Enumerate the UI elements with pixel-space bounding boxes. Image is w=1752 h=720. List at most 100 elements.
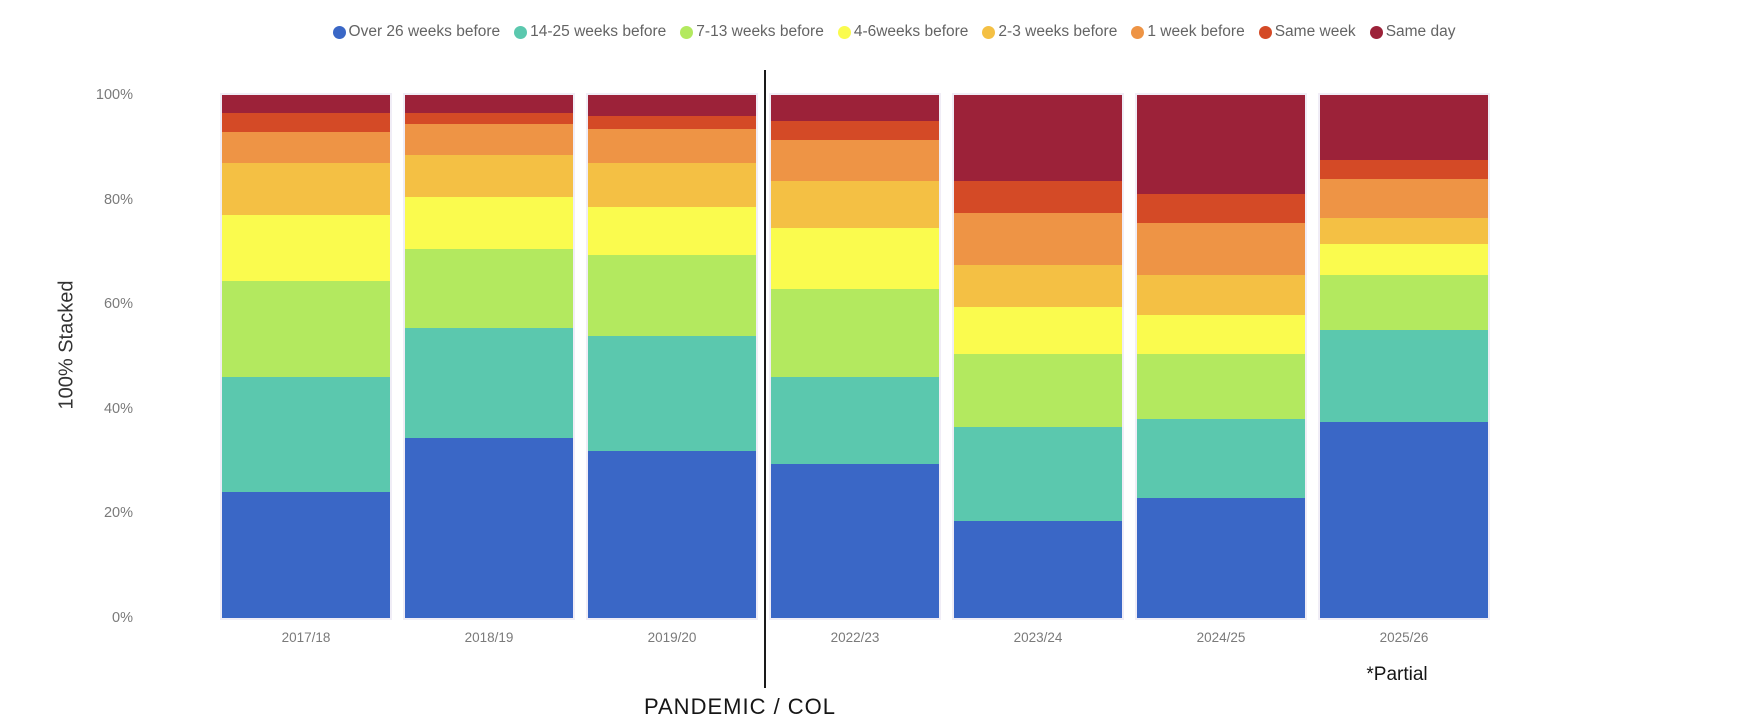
legend-swatch-icon xyxy=(680,25,694,39)
x-category-label: 2019/20 xyxy=(647,630,697,645)
bar-segment[interactable] xyxy=(954,181,1122,213)
x-category-label: 2022/23 xyxy=(830,630,880,645)
bar-segment[interactable] xyxy=(588,335,756,451)
bar-segment[interactable] xyxy=(222,215,390,281)
bar-segment[interactable] xyxy=(771,181,939,229)
bar-segment[interactable] xyxy=(771,288,939,378)
bar-segment[interactable] xyxy=(771,139,939,182)
legend-item-4[interactable]: 2-3 weeks before xyxy=(982,23,1117,41)
bar-segment[interactable] xyxy=(1137,95,1305,195)
bar-segment[interactable] xyxy=(954,427,1122,522)
bar-segment[interactable] xyxy=(1137,353,1305,420)
legend-swatch-icon xyxy=(837,25,851,39)
y-tick-label: 80% xyxy=(103,191,133,208)
bar-segment[interactable] xyxy=(1320,217,1488,245)
bar-segment[interactable] xyxy=(405,327,573,438)
bar-segment[interactable] xyxy=(405,155,573,198)
bar-segment[interactable] xyxy=(954,353,1122,428)
legend-item-label: 2-3 weeks before xyxy=(998,23,1118,40)
bar-segment[interactable] xyxy=(405,197,573,250)
bar-segment[interactable] xyxy=(1320,95,1488,161)
stacked-bar-2022/23 xyxy=(771,95,939,618)
chart-legend: Over 26 weeks before 14-25 weeks before 7-… xyxy=(0,20,1752,44)
x-category-label: 2018/19 xyxy=(464,630,514,645)
stacked-bar-2019/20 xyxy=(588,95,756,618)
bar-segment[interactable] xyxy=(1320,160,1488,179)
bar-segment[interactable] xyxy=(405,123,573,156)
legend-swatch-icon xyxy=(982,25,996,39)
bar-segment[interactable] xyxy=(1137,275,1305,315)
bar-segment[interactable] xyxy=(405,95,573,114)
bar-segment[interactable] xyxy=(1320,244,1488,276)
bar-segment[interactable] xyxy=(1137,314,1305,354)
bar-segment[interactable] xyxy=(222,280,390,378)
legend-item-5[interactable]: 1 week before xyxy=(1131,23,1245,41)
legend-item-label: 14-25 weeks before xyxy=(530,23,667,40)
y-tick-label: 0% xyxy=(112,610,133,626)
stacked-bar-2025/26 xyxy=(1320,95,1488,618)
bar-segment[interactable] xyxy=(222,163,390,216)
pandemic-col-annotation: PANDEMIC / COL xyxy=(643,694,837,719)
bar-segment[interactable] xyxy=(1320,275,1488,331)
pandemic-divider-line xyxy=(764,70,766,688)
legend-swatch-icon xyxy=(332,25,346,39)
x-category-label: 2023/24 xyxy=(1013,630,1063,645)
bar-segment[interactable] xyxy=(222,95,390,114)
bar-segment[interactable] xyxy=(405,249,573,328)
legend-item-0[interactable]: Over 26 weeks before xyxy=(332,23,501,41)
legend-item-label: 4-6weeks before xyxy=(853,23,969,40)
stacked-bar-2017/18 xyxy=(222,95,390,618)
partial-data-annotation: *Partial xyxy=(1366,664,1428,685)
y-tick-label: 60% xyxy=(103,296,133,313)
bar-segment[interactable] xyxy=(1137,497,1305,618)
legend-swatch-icon xyxy=(1131,25,1145,39)
bar-segment[interactable] xyxy=(1137,223,1305,276)
bar-segment[interactable] xyxy=(588,129,756,164)
bar-segment[interactable] xyxy=(1320,330,1488,422)
y-tick-label: 40% xyxy=(103,400,133,417)
bar-segment[interactable] xyxy=(954,212,1122,266)
bar-segment[interactable] xyxy=(771,377,939,464)
bar-segment[interactable] xyxy=(1137,194,1305,224)
bar-segment[interactable] xyxy=(222,492,390,618)
legend-item-7[interactable]: Same day xyxy=(1369,23,1456,41)
plot-area xyxy=(222,95,1488,618)
bar-segment[interactable] xyxy=(222,131,390,164)
legend-item-2[interactable]: 7-13 weeks before xyxy=(680,23,824,41)
bar-segment[interactable] xyxy=(405,437,573,618)
bar-segment[interactable] xyxy=(1320,421,1488,618)
stacked-bar-2023/24 xyxy=(954,95,1122,618)
bar-segment[interactable] xyxy=(954,521,1122,618)
legend-item-label: Over 26 weeks before xyxy=(348,23,501,40)
bar-segment[interactable] xyxy=(771,463,939,618)
legend-item-3[interactable]: 4-6weeks before xyxy=(837,23,969,41)
x-category-label: 2017/18 xyxy=(281,630,331,645)
bar-segment[interactable] xyxy=(1320,178,1488,218)
x-category-label: 2024/25 xyxy=(1196,630,1246,645)
bar-segment[interactable] xyxy=(771,228,939,289)
legend-swatch-icon xyxy=(514,25,528,39)
stacked-bar-2024/25 xyxy=(1137,95,1305,618)
bar-segment[interactable] xyxy=(954,306,1122,354)
x-category-label: 2025/26 xyxy=(1379,630,1429,645)
bar-segment[interactable] xyxy=(588,254,756,336)
legend-item-label: Same week xyxy=(1274,23,1356,40)
legend-item-1[interactable]: 14-25 weeks before xyxy=(514,23,666,41)
legend-item-label: Same day xyxy=(1385,23,1456,40)
bar-segment[interactable] xyxy=(954,95,1122,182)
bar-segment[interactable] xyxy=(222,113,390,132)
bar-segment[interactable] xyxy=(771,95,939,122)
bar-segment[interactable] xyxy=(222,377,390,493)
bar-segment[interactable] xyxy=(405,113,573,124)
bar-segment[interactable] xyxy=(588,450,756,618)
bar-segment[interactable] xyxy=(771,121,939,140)
bar-segment[interactable] xyxy=(588,207,756,255)
legend-item-6[interactable]: Same week xyxy=(1258,23,1356,41)
bar-segment[interactable] xyxy=(954,265,1122,307)
bar-segment[interactable] xyxy=(588,95,756,116)
bar-segment[interactable] xyxy=(588,115,756,130)
legend-swatch-icon xyxy=(1369,25,1383,39)
bar-segment[interactable] xyxy=(588,163,756,208)
bar-segment[interactable] xyxy=(1137,419,1305,498)
